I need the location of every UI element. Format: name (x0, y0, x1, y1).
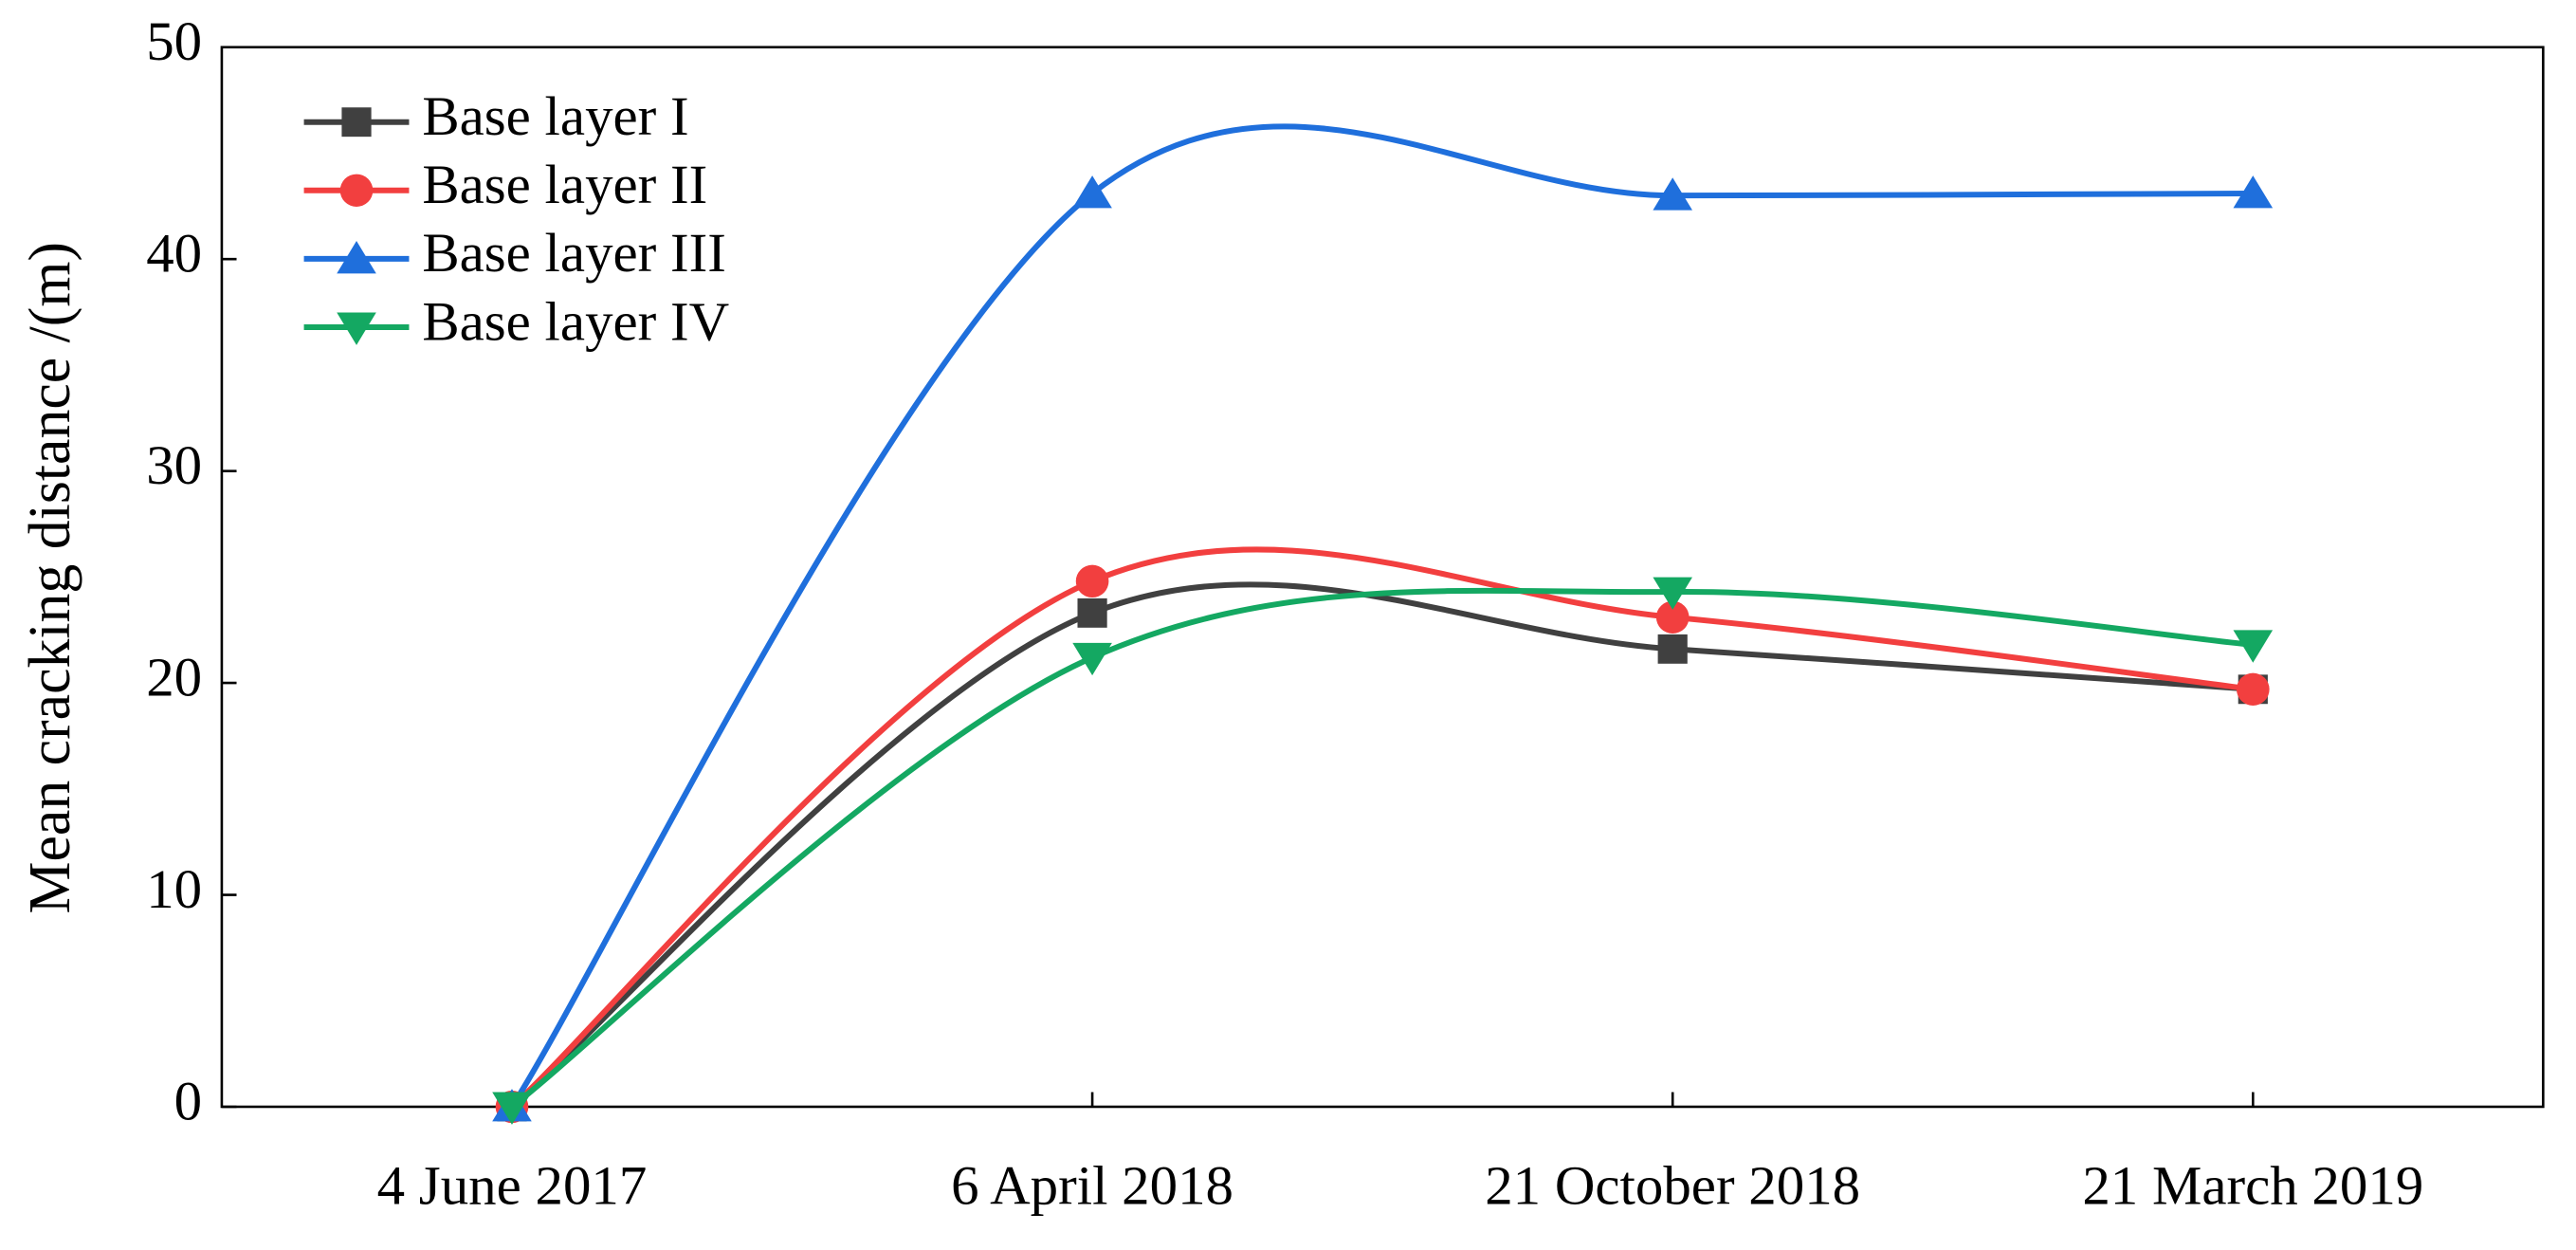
y-tick-label: 0 (174, 1071, 202, 1132)
marker (2233, 630, 2274, 663)
marker (1072, 175, 1112, 209)
marker (2236, 672, 2270, 706)
plot-frame (220, 46, 2545, 1109)
y-tick-label: 20 (146, 647, 202, 708)
series-line (510, 581, 2254, 1110)
marker (1072, 642, 1112, 676)
y-tick-label: 30 (146, 434, 202, 496)
marker (1655, 600, 1690, 634)
marker (492, 1092, 532, 1125)
x-tick-label: 4 June 2017 (377, 1155, 648, 1217)
legend-marker (337, 240, 376, 274)
marker (2233, 175, 2274, 209)
marker (1653, 177, 1692, 211)
legend-label: Base layer IV (422, 291, 729, 353)
marker (1075, 564, 1109, 598)
marker (1077, 597, 1107, 628)
legend-marker (339, 174, 374, 207)
legend-label: Base layer I (422, 85, 688, 147)
legend-label: Base layer II (422, 154, 707, 215)
series-line (509, 123, 2254, 1109)
y-tick-label: 40 (146, 223, 202, 285)
marker (1657, 634, 1688, 664)
series-line (510, 587, 2254, 1110)
x-tick-label: 21 March 2019 (2082, 1155, 2423, 1217)
x-tick-label: 21 October 2018 (1485, 1155, 1860, 1217)
x-tick-label: 6 April 2018 (951, 1155, 1233, 1217)
legend-marker (341, 107, 372, 138)
series-line (509, 546, 2254, 1110)
y-tick-label: 50 (146, 10, 202, 72)
legend-marker (337, 312, 376, 345)
marker (1653, 577, 1692, 610)
legend-label: Base layer III (422, 223, 726, 285)
y-axis-label: Mean cracking distance /(m) (18, 242, 82, 913)
y-tick-label: 10 (146, 858, 202, 920)
